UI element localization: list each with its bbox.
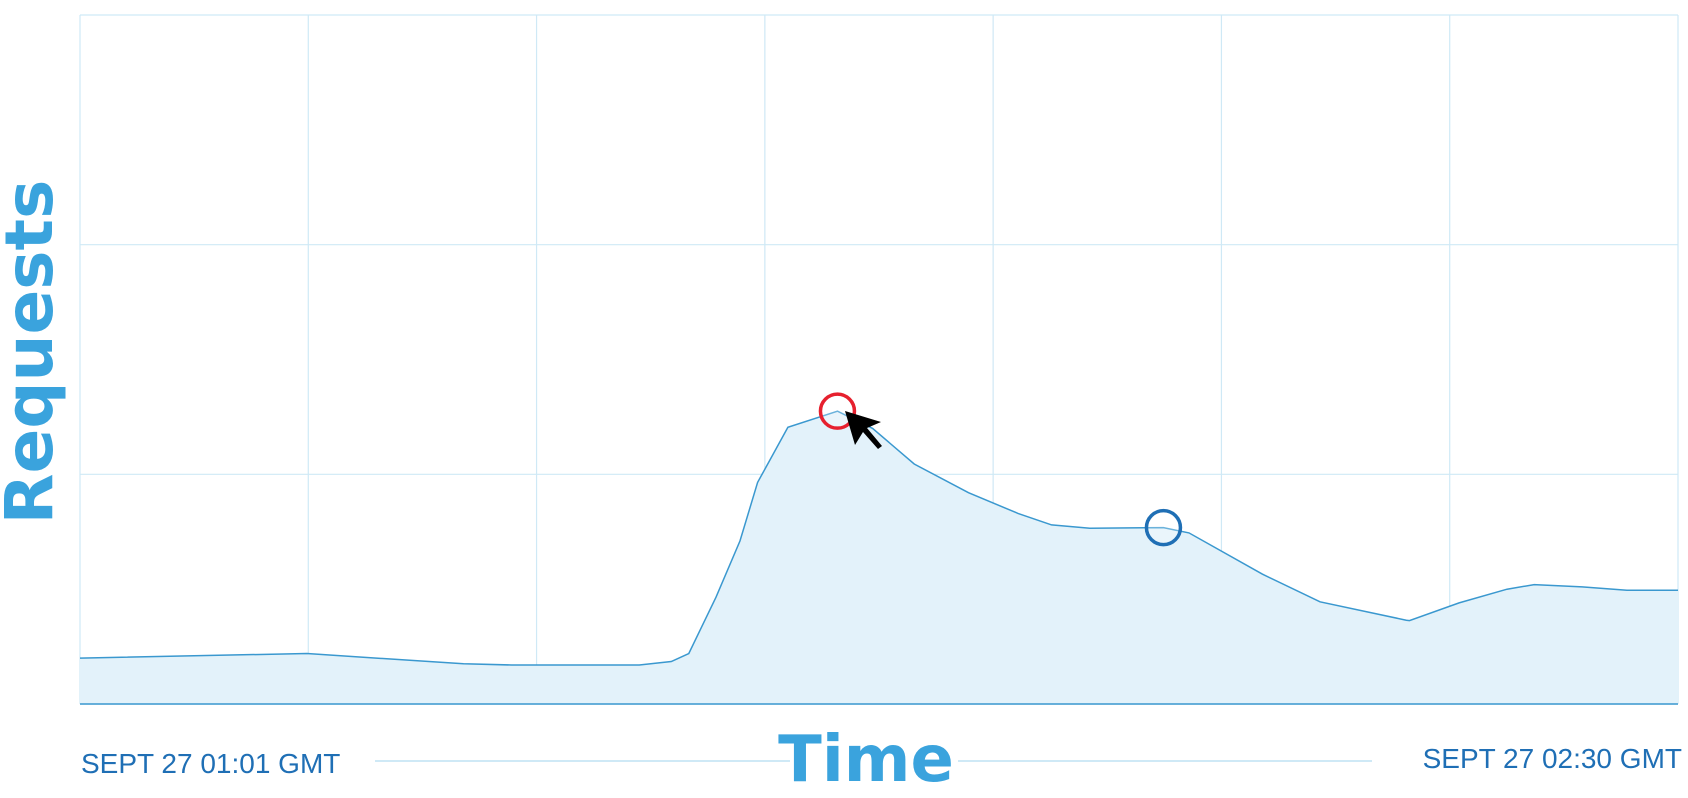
x-end-label: SEPT 27 02:30 GMT — [1423, 743, 1682, 774]
x-axis-label: Time — [778, 723, 954, 797]
x-start-label: SEPT 27 01:01 GMT — [81, 748, 340, 779]
y-axis-label: Requests — [0, 180, 68, 525]
mouse-cursor-icon — [845, 411, 882, 449]
peak-marker — [818, 392, 857, 430]
markers — [818, 392, 1183, 547]
series-line — [79, 410, 1678, 666]
point-marker — [1144, 508, 1183, 547]
area-fill — [80, 411, 1678, 704]
